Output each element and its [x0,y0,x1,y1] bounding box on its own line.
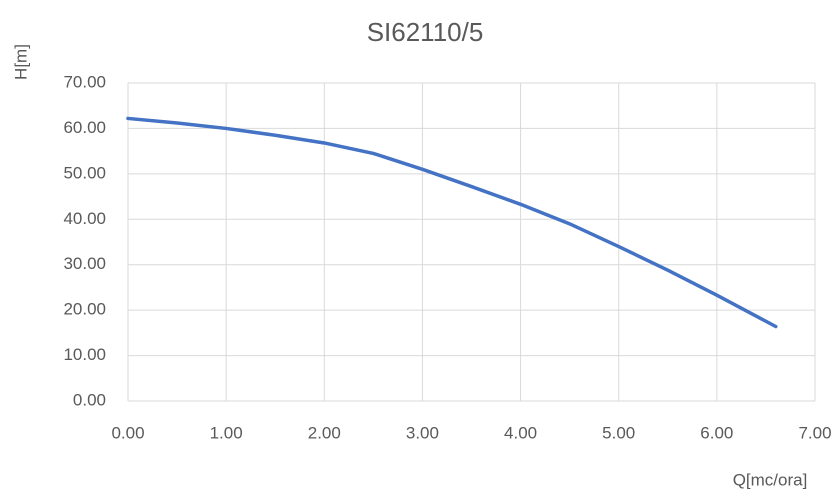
x-tick-label: 7.00 [798,423,831,442]
x-tick-label: 4.00 [504,423,537,442]
y-tick-label: 70.00 [63,72,106,91]
y-tick-label: 50.00 [63,163,106,182]
x-tick-label: 3.00 [406,423,439,442]
x-axis-label: Q[mc/ora] [733,470,808,489]
x-tick-label: 2.00 [308,423,341,442]
x-tick-label: 0.00 [111,423,144,442]
y-tick-label: 0.00 [73,390,106,409]
x-tick-label: 6.00 [700,423,733,442]
x-tick-label: 5.00 [602,423,635,442]
y-tick-label: 10.00 [63,345,106,364]
y-tick-label: 30.00 [63,254,106,273]
y-tick-label: 60.00 [63,118,106,137]
y-axis-label: H[m] [11,44,30,80]
data-line [126,116,778,329]
y-tick-label: 20.00 [63,300,106,319]
x-tick-label: 1.00 [210,423,243,442]
chart-title: SI62110/5 [367,17,484,47]
y-tick-label: 40.00 [63,209,106,228]
